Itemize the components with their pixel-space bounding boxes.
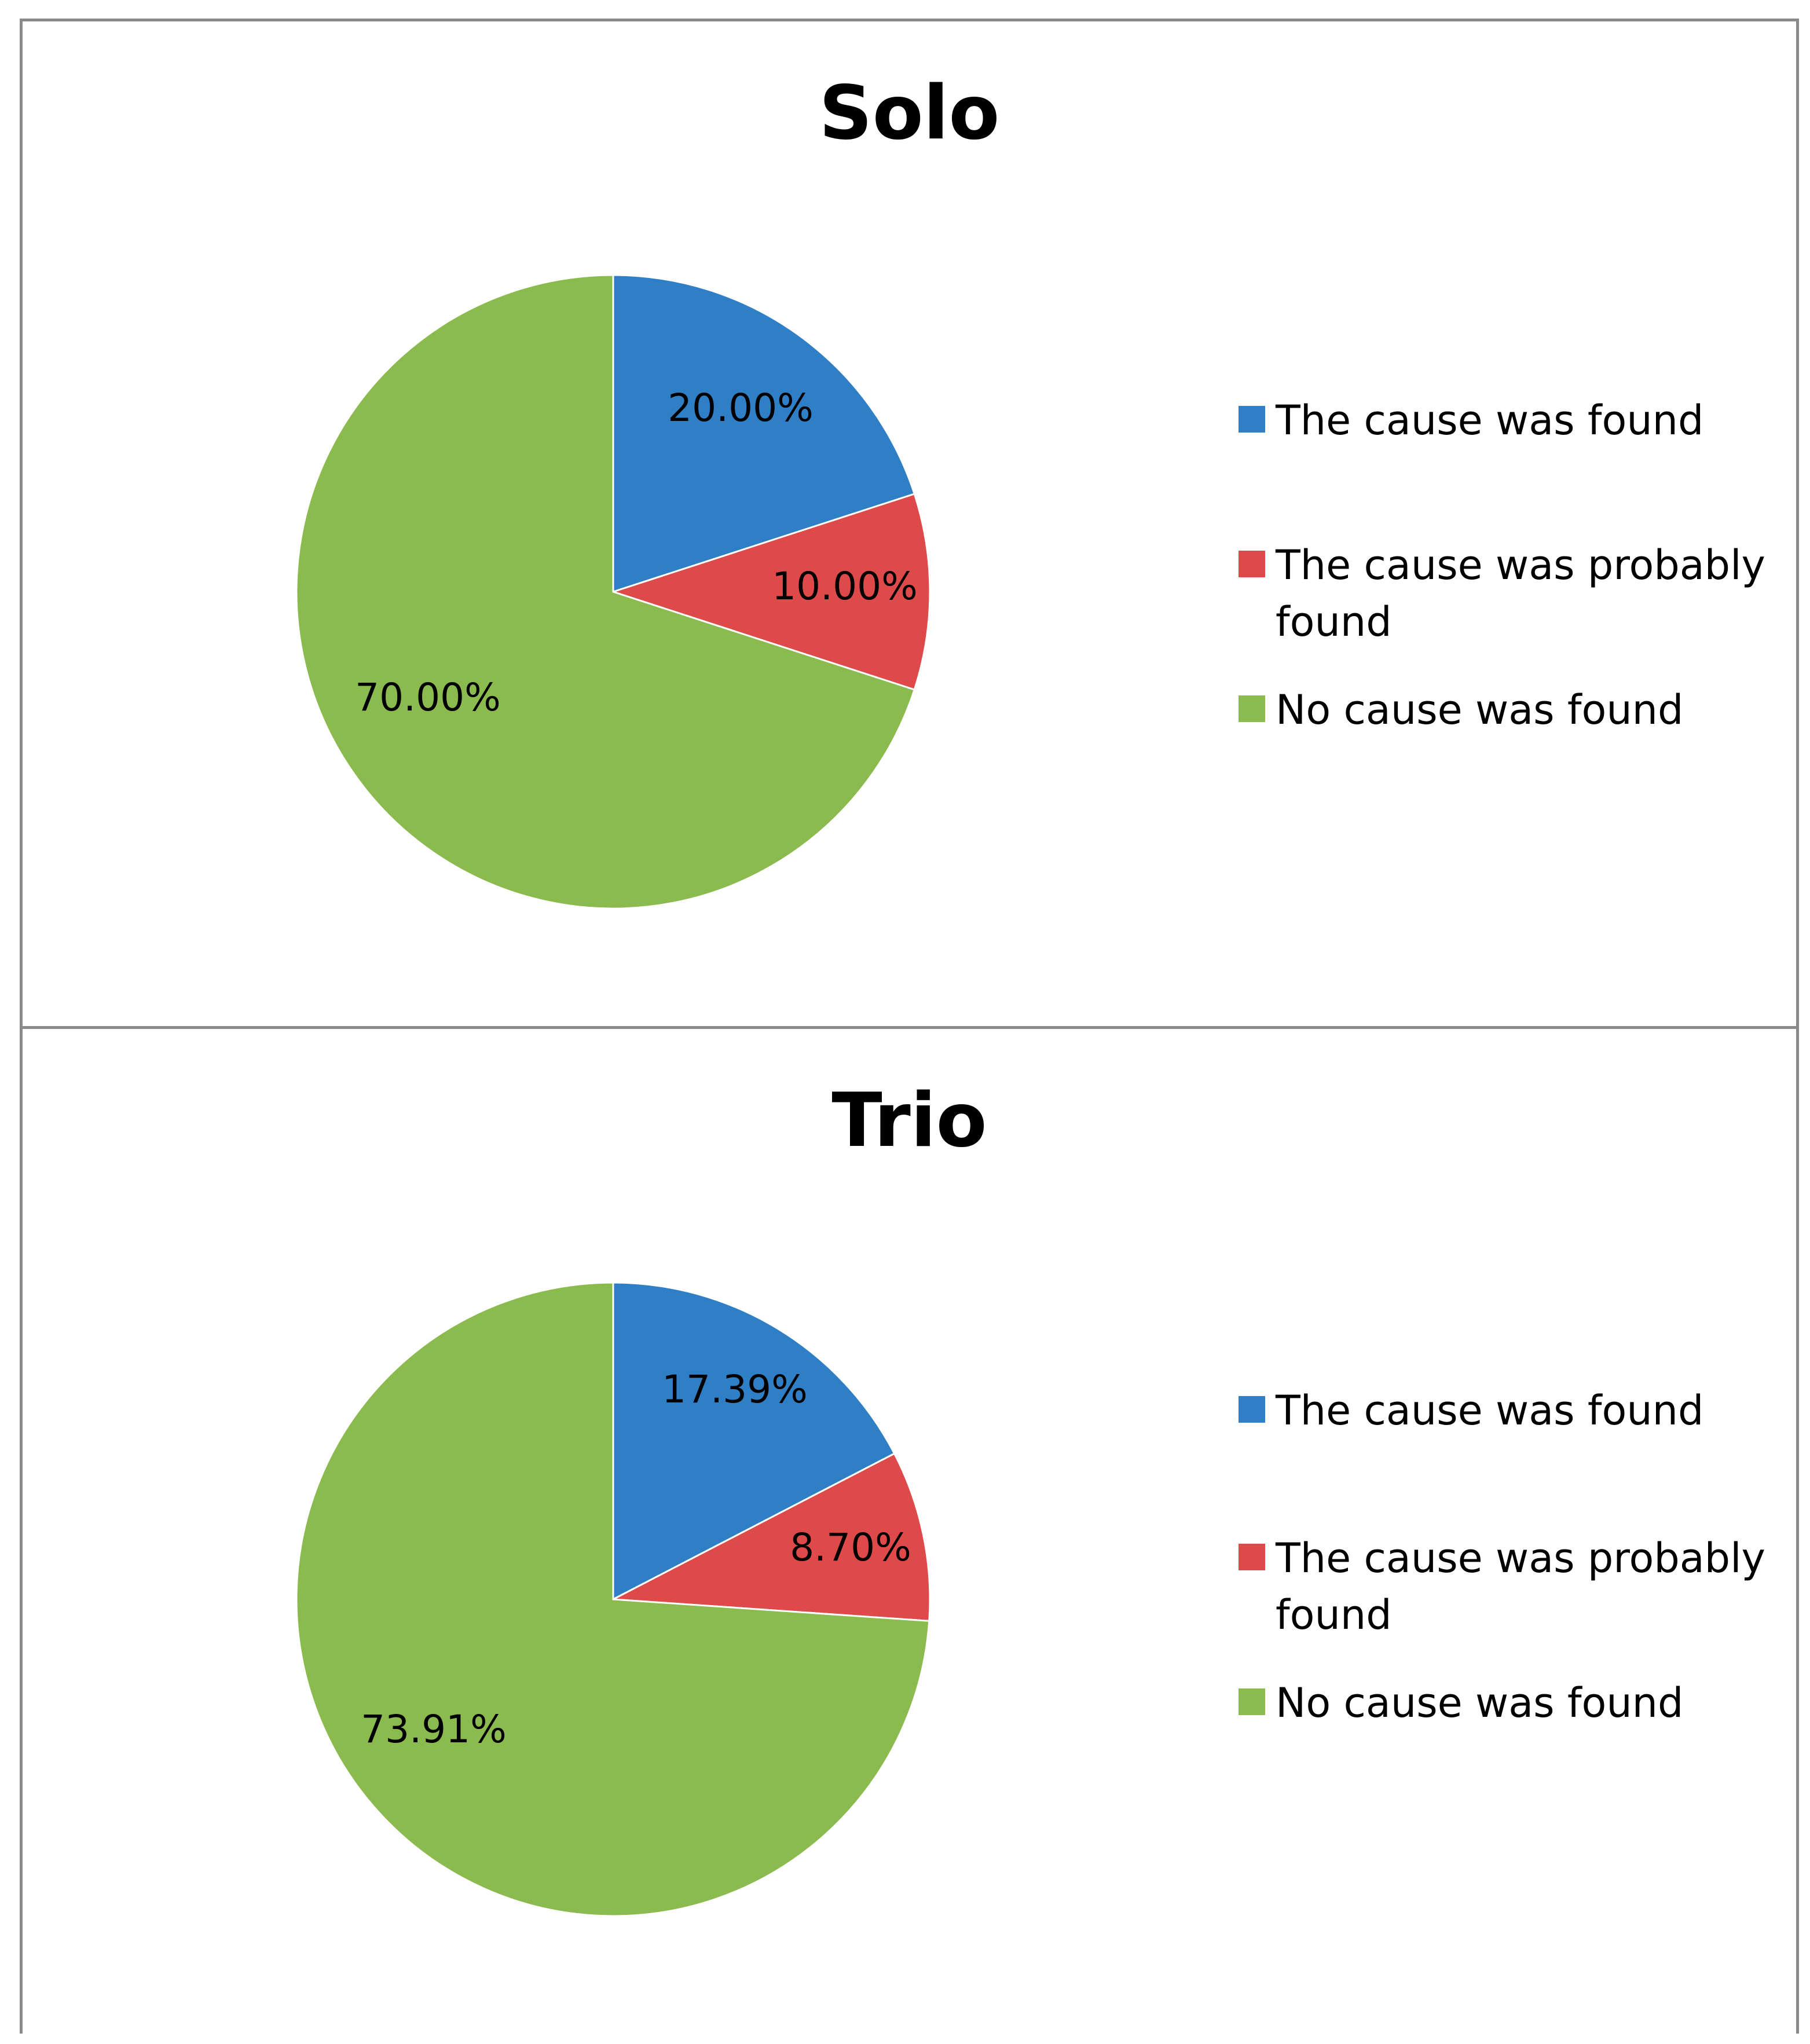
legend-label-not-found: No cause was found bbox=[1276, 1679, 1684, 1727]
data-label-probably-found: 10.00% bbox=[772, 564, 918, 609]
legend-swatch-probably-found bbox=[1239, 551, 1265, 577]
data-label-probably-found: 8.70% bbox=[790, 1525, 911, 1570]
data-label-found: 17.39% bbox=[662, 1367, 808, 1412]
trio-chart-title: Trio bbox=[831, 1078, 987, 1164]
legend-label-not-found: No cause was found bbox=[1276, 686, 1684, 734]
legend-item-found: The cause was found bbox=[1239, 1382, 1783, 1439]
legend-item-found: The cause was found bbox=[1239, 392, 1783, 449]
legend-swatch-probably-found bbox=[1239, 1544, 1265, 1570]
legend-label-found: The cause was found bbox=[1276, 1387, 1704, 1434]
legend-swatch-found bbox=[1239, 1396, 1265, 1423]
pie-slice-probably-found bbox=[610, 493, 931, 691]
pie-slice-probably-found bbox=[610, 1452, 931, 1622]
solo-chart-panel: Solo 20.00% 10.00% 70.00% The cause was fo… bbox=[20, 19, 1799, 1031]
pie-slice-not-found bbox=[295, 274, 916, 910]
trio-chart-panel: Trio 17.39% 8.70% 73.91% The cause was fou… bbox=[20, 1026, 1799, 2034]
trio-pie-chart: 17.39% 8.70% 73.91% bbox=[295, 1281, 931, 1917]
legend-item-not-found: No cause was found bbox=[1239, 1675, 1783, 1731]
pie-slice-not-found bbox=[295, 1281, 930, 1917]
pie-slice-found bbox=[612, 274, 916, 594]
legend-item-not-found: No cause was found bbox=[1239, 682, 1783, 738]
legend-item-probably-found: The cause was probably found bbox=[1239, 537, 1783, 650]
legend-label-found: The cause was found bbox=[1276, 397, 1704, 444]
pie-slice-found bbox=[612, 1281, 896, 1601]
data-label-not-found: 73.91% bbox=[361, 1707, 507, 1752]
data-label-not-found: 70.00% bbox=[355, 675, 501, 720]
legend-swatch-not-found bbox=[1239, 1688, 1265, 1715]
legend-label-probably-found: The cause was probably found bbox=[1276, 541, 1765, 646]
legend-swatch-found bbox=[1239, 406, 1265, 433]
solo-pie-chart: 20.00% 10.00% 70.00% bbox=[295, 274, 931, 910]
legend-swatch-not-found bbox=[1239, 695, 1265, 722]
solo-chart-title: Solo bbox=[819, 70, 1000, 156]
data-label-found: 20.00% bbox=[668, 386, 814, 430]
legend-item-probably-found: The cause was probably found bbox=[1239, 1530, 1783, 1643]
legend-label-probably-found: The cause was probably found bbox=[1276, 1534, 1765, 1639]
